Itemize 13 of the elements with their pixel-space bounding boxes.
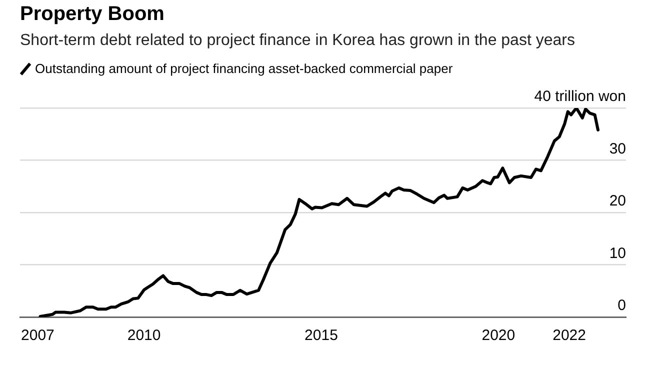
x-tick-label: 2007 — [21, 327, 54, 344]
chart-title: Property Boom — [20, 3, 164, 26]
x-tick-label: 2022 — [552, 327, 586, 344]
y-tick-label: 40 trillion won — [534, 88, 626, 106]
y-tick-label: 30 — [609, 140, 626, 158]
y-tick-label: 20 — [609, 192, 626, 210]
x-tick-label: 2015 — [304, 327, 338, 344]
legend-label: Outstanding amount of project financing asset-backed commercial paper — [35, 61, 453, 76]
y-tick-label: 0 — [618, 297, 626, 314]
x-tick-label: 2020 — [482, 327, 516, 344]
x-tick-label: 2010 — [127, 327, 161, 344]
chart-subtitle: Short-term debt related to project finance in Korea has grown in the past years — [20, 32, 575, 50]
y-tick-label: 10 — [609, 244, 626, 262]
